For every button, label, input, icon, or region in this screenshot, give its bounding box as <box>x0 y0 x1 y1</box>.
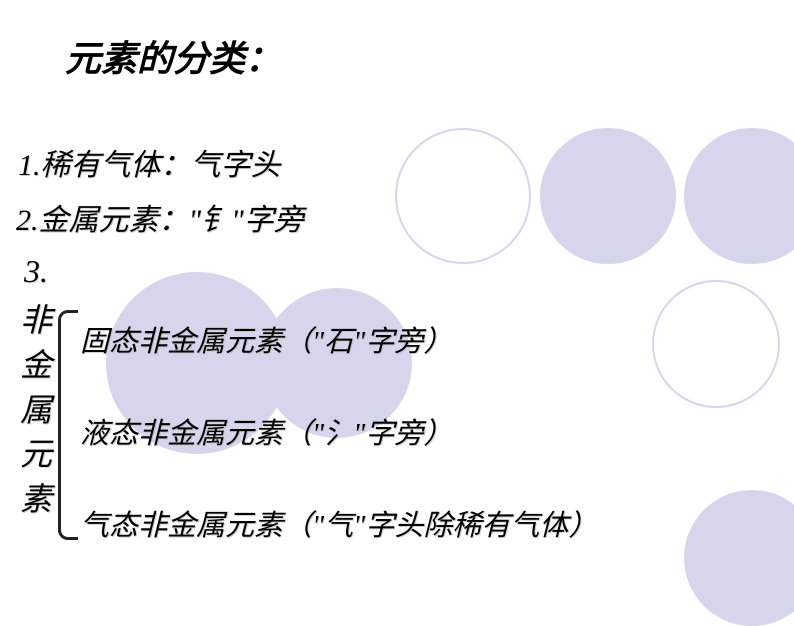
page-title: 元素的分类： <box>65 30 281 82</box>
char-2: 金 <box>20 343 52 388</box>
deco-circle-3 <box>684 128 794 264</box>
char-5: 素 <box>20 477 52 522</box>
item-3-label: 非 金 属 元 素 <box>20 298 52 522</box>
deco-circle-6 <box>652 280 780 408</box>
deco-circle-2 <box>540 128 676 264</box>
sub-item-3: 气态非金属元素（"气"字头除稀有气体） <box>80 502 597 544</box>
char-1: 非 <box>20 298 52 343</box>
item-3-number: 3. <box>24 253 48 290</box>
sub-item-2: 液态非金属元素（"氵"字旁） <box>80 410 452 452</box>
item-1: 1.稀有气体：气字头 <box>18 140 281 184</box>
deco-circle-7 <box>684 490 794 626</box>
char-3: 属 <box>20 388 52 433</box>
sub-item-1: 固态非金属元素（"石"字旁） <box>80 318 452 360</box>
char-4: 元 <box>20 432 52 477</box>
item-2: 2.金属元素："钅"字旁 <box>16 195 304 239</box>
bracket <box>58 310 78 540</box>
deco-circle-1 <box>395 128 531 264</box>
